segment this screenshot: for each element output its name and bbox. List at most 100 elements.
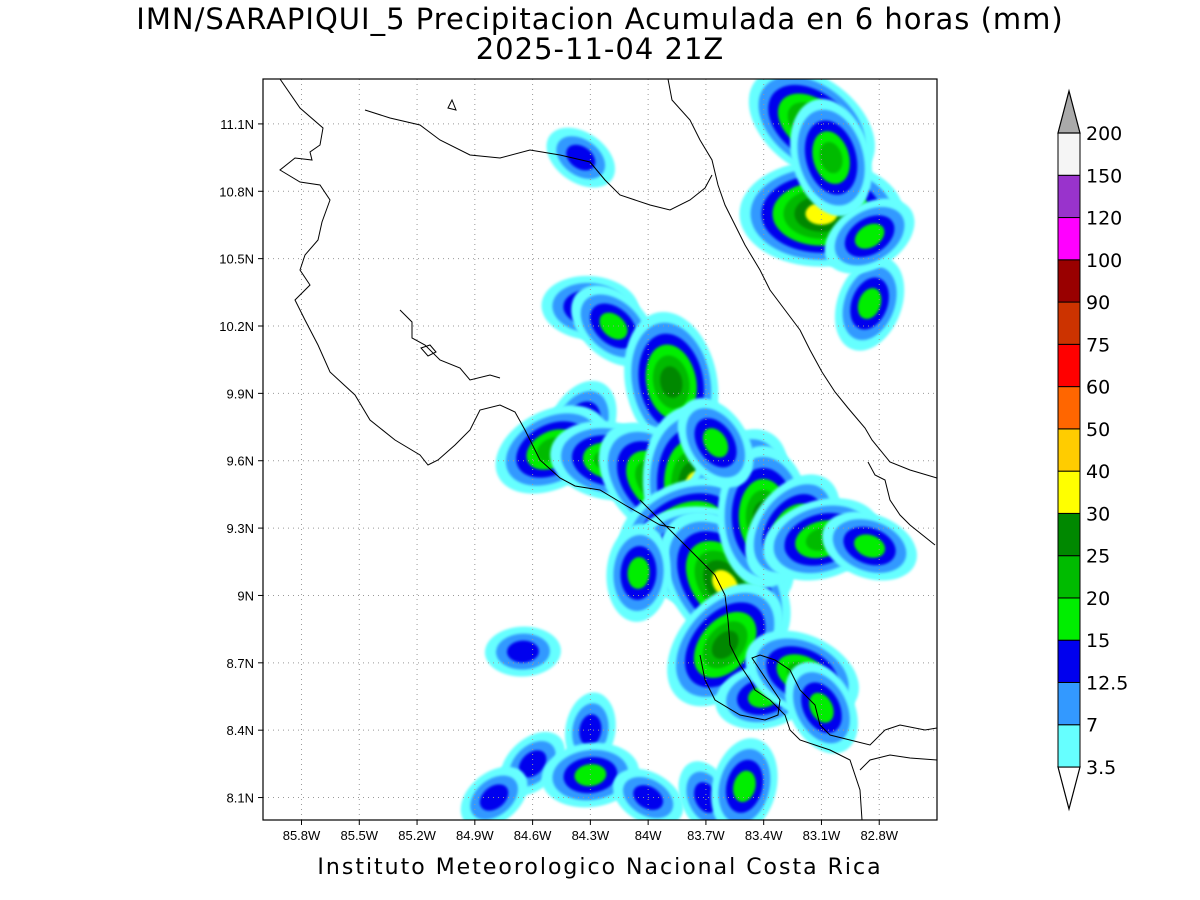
colorbar-swatch xyxy=(1057,470,1081,514)
colorbar-label: 25 xyxy=(1086,546,1110,568)
x-tick-label: 85.5W xyxy=(340,828,378,843)
y-tick-label: 9.9N xyxy=(227,386,254,401)
x-tick-label: 84.3W xyxy=(572,828,610,843)
precip-cell xyxy=(824,198,915,274)
colorbar-swatch xyxy=(1057,174,1081,219)
colorbar-label: 7 xyxy=(1086,715,1098,737)
contour-level-2 xyxy=(518,750,547,778)
x-tick-label: 85.8W xyxy=(283,828,321,843)
lake-nicaragua-shore xyxy=(364,109,713,211)
colorbar-swatch xyxy=(1057,132,1081,176)
colorbar-swatch xyxy=(1057,597,1081,641)
precip-cell xyxy=(546,127,616,188)
precip-cell xyxy=(677,398,754,488)
contour-level-3 xyxy=(854,223,885,249)
y-tick-label: 11.1N xyxy=(220,117,254,132)
contour-level-5 xyxy=(711,630,739,659)
colorbar-label: 12.5 xyxy=(1086,672,1128,694)
colorbar-swatch xyxy=(1057,343,1081,388)
colorbar: 3.5 7 12.5 15 20 25 30 40 50 60 75 90 100 120 150 200 xyxy=(1057,88,1128,812)
x-tick-label: 84.6W xyxy=(514,828,552,843)
colorbar-swatch xyxy=(1057,217,1081,261)
contour-level-2 xyxy=(566,144,596,171)
contour-level-3 xyxy=(809,692,834,723)
contour-level-3 xyxy=(854,534,886,558)
contour-level-3 xyxy=(627,557,650,589)
colorbar-label: 200 xyxy=(1086,123,1122,145)
precip-cell xyxy=(606,524,671,622)
colorbar-swatch xyxy=(1057,639,1081,683)
y-tick-label: 10.5N xyxy=(219,252,254,267)
y-tick-label: 10.2N xyxy=(219,319,254,334)
colorbar-swatch xyxy=(1057,724,1081,768)
precip-cell xyxy=(834,256,905,351)
precip-cell xyxy=(785,661,858,754)
y-tick-label: 10.8N xyxy=(219,184,254,199)
y-tick-label: 9.6N xyxy=(227,454,254,469)
nicoya-gulf xyxy=(399,309,501,381)
x-tick-label: 85.2W xyxy=(398,828,436,843)
contour-level-3 xyxy=(702,428,729,458)
contour-level-3 xyxy=(733,770,756,803)
colorbar-swatch xyxy=(1057,301,1081,345)
contour-level-5 xyxy=(660,366,683,398)
colorbar-label: 60 xyxy=(1086,377,1110,399)
y-tick-label: 8.1N xyxy=(227,791,254,806)
contour-level-2 xyxy=(506,640,539,663)
osa-peninsula xyxy=(699,654,937,746)
island xyxy=(420,344,437,357)
plot-frame xyxy=(262,78,938,821)
caribbean-coast xyxy=(667,79,937,479)
colorbar-swatch xyxy=(1057,681,1081,726)
contour-level-2 xyxy=(479,784,509,811)
precipitation-layer xyxy=(460,79,917,820)
pacific-coast-south xyxy=(639,499,863,820)
precip-cell xyxy=(484,626,561,677)
x-tick-label: 82.8W xyxy=(860,828,898,843)
colorbar-max-arrow xyxy=(1057,88,1081,134)
colorbar-swatch xyxy=(1057,428,1081,472)
x-tick-label: 83.4W xyxy=(745,828,783,843)
chart-subtitle-date: 2025-11-04 21Z xyxy=(475,32,725,66)
colorbar-label: 50 xyxy=(1086,419,1110,441)
colorbar-swatch xyxy=(1057,259,1081,303)
x-tick-label: 84W xyxy=(635,828,662,843)
nicaragua-coast xyxy=(279,79,676,529)
costa-rica-panama-border xyxy=(867,461,936,546)
y-tick-label: 9N xyxy=(237,588,254,603)
colorbar-swatch xyxy=(1057,555,1081,599)
colorbar-label: 20 xyxy=(1086,588,1110,610)
precip-cell xyxy=(711,738,778,820)
colorbar-label: 90 xyxy=(1086,292,1110,314)
latitude-axis: 11.1N 10.8N 10.5N 10.2N 9.9N 9.6N 9.3N 9N 8.7N 8.… xyxy=(219,117,263,806)
colorbar-swatch xyxy=(1057,512,1081,557)
colorbar-label: 120 xyxy=(1086,208,1122,230)
y-tick-label: 8.4N xyxy=(227,723,254,738)
colorbar-label: 30 xyxy=(1086,503,1110,525)
colorbar-label: 15 xyxy=(1086,630,1110,652)
contour-level-2 xyxy=(579,714,602,747)
coastlines xyxy=(279,79,937,820)
chart-title: IMN/SARAPIQUI_5 Precipitacion Acumulada … xyxy=(136,2,1064,36)
colorbar-label: 3.5 xyxy=(1086,757,1116,779)
precip-cell xyxy=(822,511,917,581)
colorbar-swatch xyxy=(1057,386,1081,430)
footer-credit: Instituto Meteorologico Nacional Costa R… xyxy=(317,855,883,880)
lake-island xyxy=(447,98,457,111)
x-tick-label: 84.9W xyxy=(456,828,494,843)
colorbar-label: 100 xyxy=(1086,250,1122,272)
colorbar-label: 150 xyxy=(1086,165,1122,187)
precip-cell xyxy=(460,766,528,820)
x-tick-label: 83.1W xyxy=(803,828,841,843)
longitude-axis: 85.8W 85.5W 85.2W 84.9W 84.6W 84.3W 84W 83.7W 83… xyxy=(283,820,899,843)
y-tick-label: 9.3N xyxy=(227,521,254,536)
contour-level-3 xyxy=(574,764,607,787)
y-tick-label: 8.7N xyxy=(227,656,254,671)
contour-level-3 xyxy=(857,288,882,319)
colorbar-label: 40 xyxy=(1086,461,1110,483)
colorbar-min-arrow xyxy=(1057,766,1081,812)
precip-cell xyxy=(790,98,873,217)
colorbar-label: 75 xyxy=(1086,334,1110,356)
contour-level-4 xyxy=(819,141,843,174)
